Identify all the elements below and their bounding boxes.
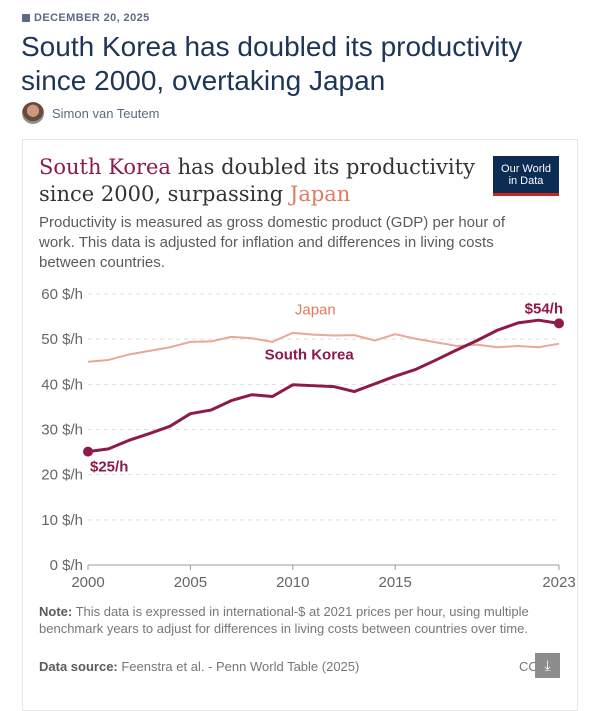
avatar <box>22 102 44 124</box>
start-point <box>83 446 93 457</box>
end-point <box>554 318 564 329</box>
series-line-japan <box>87 331 560 363</box>
y-tick-label: 20 $/h <box>41 467 83 484</box>
source-link[interactable]: Feenstra et al. - Penn World Table (2025… <box>117 659 360 674</box>
x-tick-label: 2005 <box>174 574 207 591</box>
x-tick-label: 2010 <box>276 574 309 591</box>
title-japan: Japan <box>289 182 351 206</box>
chart-card: South Korea has doubled its productivity… <box>22 139 578 711</box>
y-tick-label: 10 $/h <box>41 512 83 529</box>
y-tick-label: 50 $/h <box>41 331 83 348</box>
chart-title: South Korea has doubled its productivity… <box>39 154 479 208</box>
y-tick-label: 30 $/h <box>41 422 83 439</box>
download-button[interactable]: ⤓ <box>535 653 560 678</box>
start-value-label: $25/h <box>90 459 128 476</box>
article-title: South Korea has doubled its productivity… <box>21 31 523 96</box>
end-value-label: $54/h <box>525 300 563 317</box>
chart-note: Note: This data is expressed in internat… <box>39 604 529 636</box>
download-icon: ⤓ <box>544 657 551 673</box>
x-tick-label: 2000 <box>71 574 104 591</box>
title-south-korea: South Korea <box>39 155 171 179</box>
line-chart: 0 $/h 10 $/h 20 $/h 30 $/h 40 $/h 50 $/h 60 $/… <box>41 286 575 591</box>
y-tick-label: 40 $/h <box>41 376 83 393</box>
data-source: Data source: Feenstra et al. - Penn Worl… <box>39 659 360 674</box>
license[interactable]: CC <box>519 659 538 674</box>
owid-logo[interactable]: Our World in Data <box>493 156 559 196</box>
author-name[interactable]: Simon van Teutem <box>52 105 160 121</box>
article-date: DECEMBER 20, 2025 <box>22 12 150 24</box>
title-middle: has doubled its productivity since 2000,… <box>39 155 475 206</box>
author[interactable]: Simon van Teutem <box>22 102 159 124</box>
series-label-south-korea: South Korea <box>265 346 355 363</box>
series-label-japan: Japan <box>295 301 336 318</box>
series-line-south-korea <box>87 318 560 454</box>
chart-subtitle: Productivity is measured as gross domest… <box>39 214 506 271</box>
y-tick-label: 60 $/h <box>41 286 83 303</box>
y-tick-label: 0 $/h <box>50 557 83 574</box>
x-tick-label: 2023 <box>542 574 575 591</box>
calendar-icon <box>22 14 30 22</box>
x-tick-label: 2015 <box>378 574 411 591</box>
